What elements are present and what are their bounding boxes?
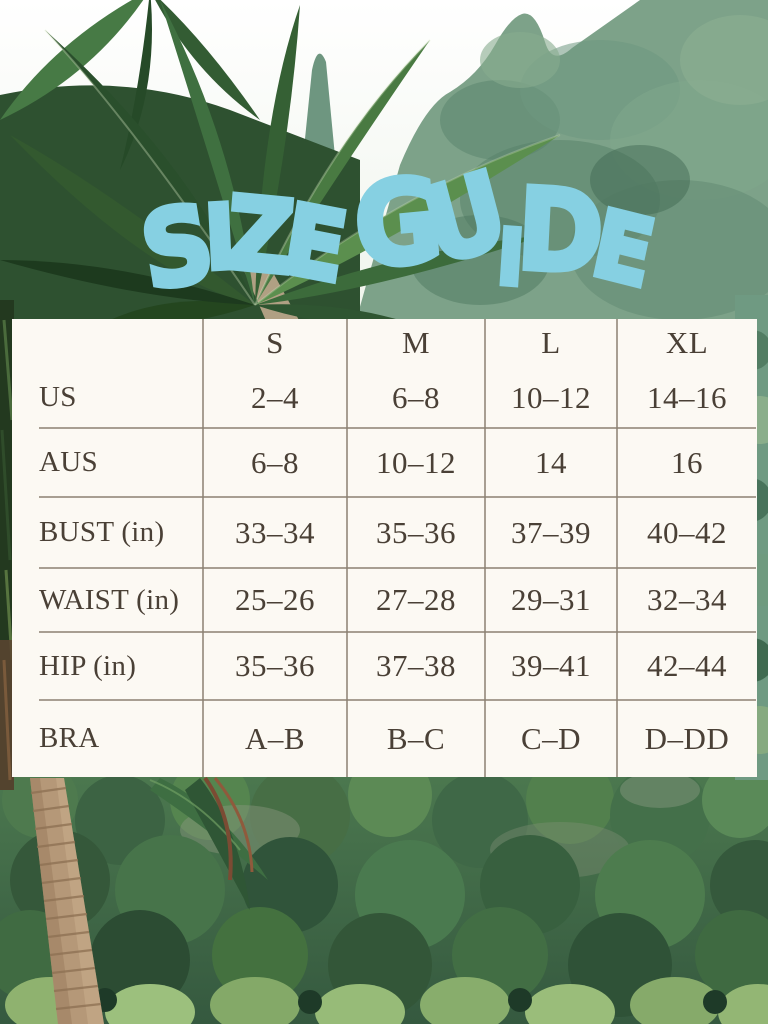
mountain [285, 0, 768, 336]
cell-us-m: 6–8 [392, 379, 440, 415]
cell-bra-xl: D–DD [644, 720, 730, 756]
cell-us-s: 2–4 [251, 379, 299, 415]
row-label-aus: AUS [39, 446, 98, 478]
cell-us-xl: 14–16 [647, 379, 727, 415]
cell-bust-in-m: 35–36 [376, 514, 456, 550]
cell-hip-in-m: 37–38 [376, 648, 456, 683]
cell-hip-in-l: 39–41 [511, 648, 591, 683]
cell-aus-s: 6–8 [251, 444, 299, 480]
cell-bra-s: A–B [244, 720, 306, 756]
row-label-us: US [39, 381, 77, 413]
cell-us-l: 10–12 [511, 379, 591, 415]
row-label-waist-in: WAIST (in) [39, 583, 180, 616]
cell-aus-xl: 16 [671, 444, 703, 480]
cell-waist-in-s: 25–26 [235, 582, 315, 617]
column-header-s: S [266, 325, 284, 360]
header-spacer [12, 319, 203, 367]
palm-fronds [0, 0, 561, 330]
cell-bust-in-xl: 40–42 [647, 514, 727, 550]
cell-bra-m: B–C [386, 720, 446, 756]
column-header-l: L [541, 325, 561, 360]
cell-bra-l: C–D [520, 720, 582, 756]
row-label-hip-in: HIP (in) [39, 649, 137, 682]
cell-bust-in-s: 33–34 [235, 514, 315, 550]
row-label-bra: BRA [39, 722, 100, 754]
size-guide-card: S M L XL US 2–4 6–8 10–12 14–16 AUS 6–8 10–12 14 16 BU… [12, 319, 757, 777]
cell-aus-l: 14 [535, 444, 567, 480]
forest-canopy [0, 753, 768, 1024]
cell-waist-in-l: 29–31 [511, 582, 591, 617]
cell-waist-in-m: 27–28 [376, 582, 456, 617]
cell-waist-in-xl: 32–34 [647, 582, 727, 617]
cell-hip-in-xl: 42–44 [647, 648, 727, 683]
row-label-bust-in: BUST (in) [39, 516, 165, 548]
cell-hip-in-s: 35–36 [235, 648, 315, 683]
size-table: S M L XL US 2–4 6–8 10–12 14–16 AUS 6–8 10–12 14 16 BU… [12, 319, 757, 777]
cell-bust-in-l: 37–39 [511, 514, 591, 550]
column-header-m: M [401, 325, 431, 360]
palm-trunk [30, 776, 268, 1024]
cell-aus-m: 10–12 [376, 444, 456, 480]
column-header-xl: XL [665, 325, 709, 360]
